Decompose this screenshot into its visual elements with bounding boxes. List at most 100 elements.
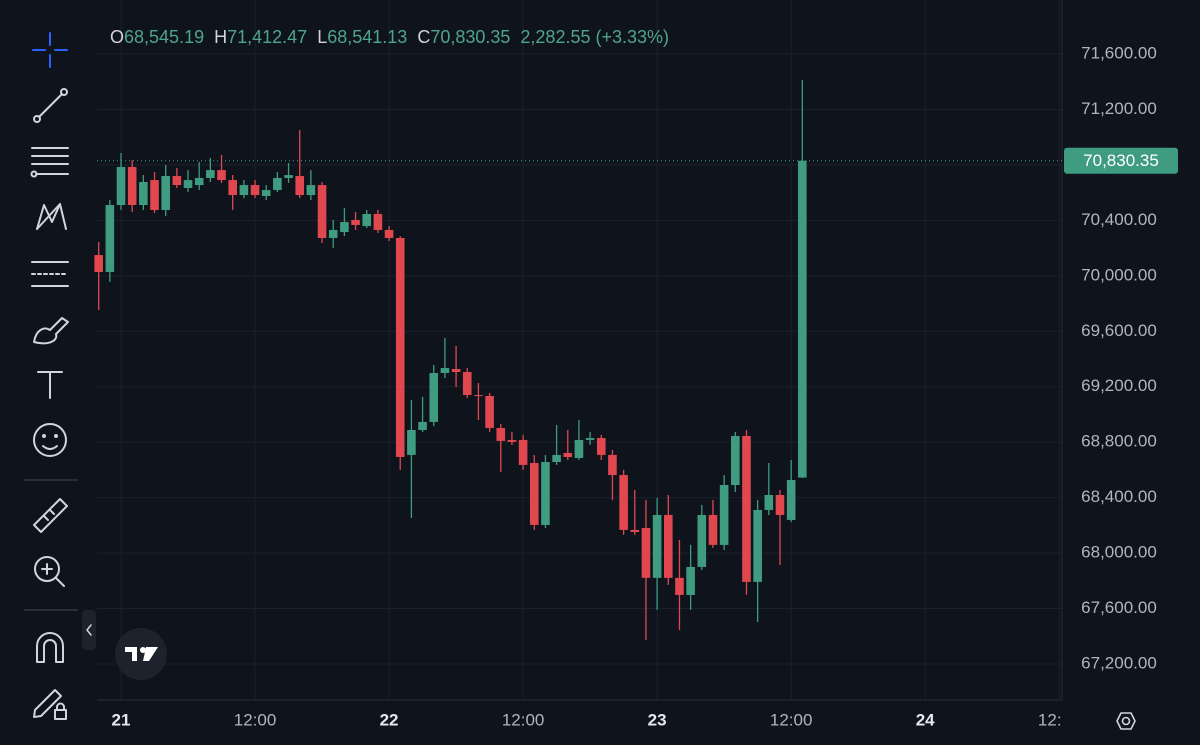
candle-body xyxy=(541,462,550,525)
candle-body xyxy=(183,180,193,188)
text-tool[interactable] xyxy=(37,371,63,399)
ohlc-value: 68,545.19 xyxy=(124,27,205,47)
y-tick-label: 71,600.00 xyxy=(1081,44,1157,63)
x-tick-label: 24 xyxy=(916,710,935,729)
y-tick-label: 67,200.00 xyxy=(1081,653,1157,672)
x-tick-label: 12:00 xyxy=(770,710,813,729)
candle-body xyxy=(116,167,126,206)
x-tick-label: 12:00 xyxy=(502,710,545,729)
change-percent: (+3.33%) xyxy=(595,27,670,47)
candle-body xyxy=(94,255,103,272)
y-tick-label: 70,400.00 xyxy=(1081,210,1157,229)
candle-body xyxy=(317,185,327,238)
candle-body xyxy=(641,527,651,578)
candle-body xyxy=(306,185,316,196)
candle-body xyxy=(731,435,740,486)
y-tick-label: 71,200.00 xyxy=(1081,99,1157,118)
trend-line-tool[interactable] xyxy=(33,88,68,123)
y-tick-label: 68,400.00 xyxy=(1081,487,1157,506)
magnet-tool[interactable] xyxy=(36,632,64,663)
candle-body xyxy=(652,514,662,578)
y-tick-label: 68,800.00 xyxy=(1081,432,1157,451)
brush-tool[interactable] xyxy=(33,317,69,345)
x-tick-label: 12:00 xyxy=(1038,710,1081,729)
candle-body xyxy=(373,214,383,230)
candle-body xyxy=(418,421,427,430)
candle-body xyxy=(474,395,483,397)
candle-body xyxy=(675,577,684,595)
ohlc-label: C xyxy=(417,27,431,47)
candle-body xyxy=(328,229,338,238)
candle-body xyxy=(194,177,204,186)
toolbar xyxy=(24,32,1136,730)
candle-body xyxy=(105,205,115,272)
candle-body xyxy=(574,439,584,458)
zoom-tool[interactable] xyxy=(34,556,65,587)
change: 2,282.55 xyxy=(520,27,591,47)
candle-body xyxy=(451,368,461,373)
candle-body xyxy=(351,219,360,225)
grid xyxy=(97,0,1062,700)
candle-body xyxy=(563,452,573,458)
candle-body xyxy=(206,170,215,178)
candle-body xyxy=(295,176,305,196)
candle-body xyxy=(552,454,561,462)
candle-body xyxy=(284,175,293,178)
candle-body xyxy=(663,514,673,578)
candle-body xyxy=(496,428,506,441)
candle-body xyxy=(161,176,170,210)
emoji-tool[interactable] xyxy=(33,423,67,457)
candle-body xyxy=(518,439,528,465)
candle-body xyxy=(686,566,695,595)
crosshair-tool[interactable] xyxy=(32,32,68,68)
x-tick-label: 21 xyxy=(112,710,131,729)
candles xyxy=(94,80,807,640)
candle-body xyxy=(273,177,282,191)
ohlc-legend: O 68,545.19 H 71,412.47 L 68,541.13 C 70,830… xyxy=(110,27,669,48)
prediction-tool[interactable] xyxy=(31,261,69,287)
candle-body xyxy=(239,185,249,196)
candle-body xyxy=(619,475,628,530)
y-tick-label: 69,200.00 xyxy=(1081,376,1157,395)
candle-body xyxy=(596,438,606,455)
candle-body xyxy=(395,238,405,458)
y-tick-label: 68,000.00 xyxy=(1081,543,1157,562)
candle-body xyxy=(798,160,807,478)
candle-body xyxy=(228,180,238,196)
candle-body xyxy=(507,439,517,442)
candle-body xyxy=(340,222,349,233)
candle-body xyxy=(585,438,595,440)
ohlc-value: 68,541.13 xyxy=(327,27,408,47)
candle-body xyxy=(150,180,159,210)
ohlc-label: H xyxy=(214,27,228,47)
candle-body xyxy=(250,185,260,196)
candle-body xyxy=(462,372,472,396)
current-price-badge xyxy=(1064,147,1178,174)
candle-body xyxy=(608,454,617,476)
candle-body xyxy=(630,529,640,532)
candle-body xyxy=(529,462,539,525)
candle-body xyxy=(753,509,762,582)
fib-tool[interactable] xyxy=(30,147,69,178)
collapse-button[interactable] xyxy=(82,610,96,650)
settings-button[interactable] xyxy=(1116,712,1136,730)
candle-body xyxy=(485,396,494,429)
y-tick-label: 67,600.00 xyxy=(1081,598,1157,617)
candle-body xyxy=(708,514,718,545)
candle-body xyxy=(775,494,785,515)
collapse-arrow xyxy=(86,624,92,636)
pattern-tool[interactable] xyxy=(36,203,67,230)
y-tick-label: 69,600.00 xyxy=(1081,321,1157,340)
candle-body xyxy=(440,368,450,374)
logo[interactable] xyxy=(115,628,167,680)
current-price-label: 70,830.35 xyxy=(1083,151,1159,170)
candle-body xyxy=(139,182,148,206)
ruler-tool[interactable] xyxy=(33,498,68,533)
x-tick-label: 12:00 xyxy=(234,710,277,729)
lock-tool[interactable] xyxy=(33,689,67,720)
candle-body xyxy=(172,176,182,186)
candle-body xyxy=(127,167,137,206)
candle-body xyxy=(429,373,439,422)
